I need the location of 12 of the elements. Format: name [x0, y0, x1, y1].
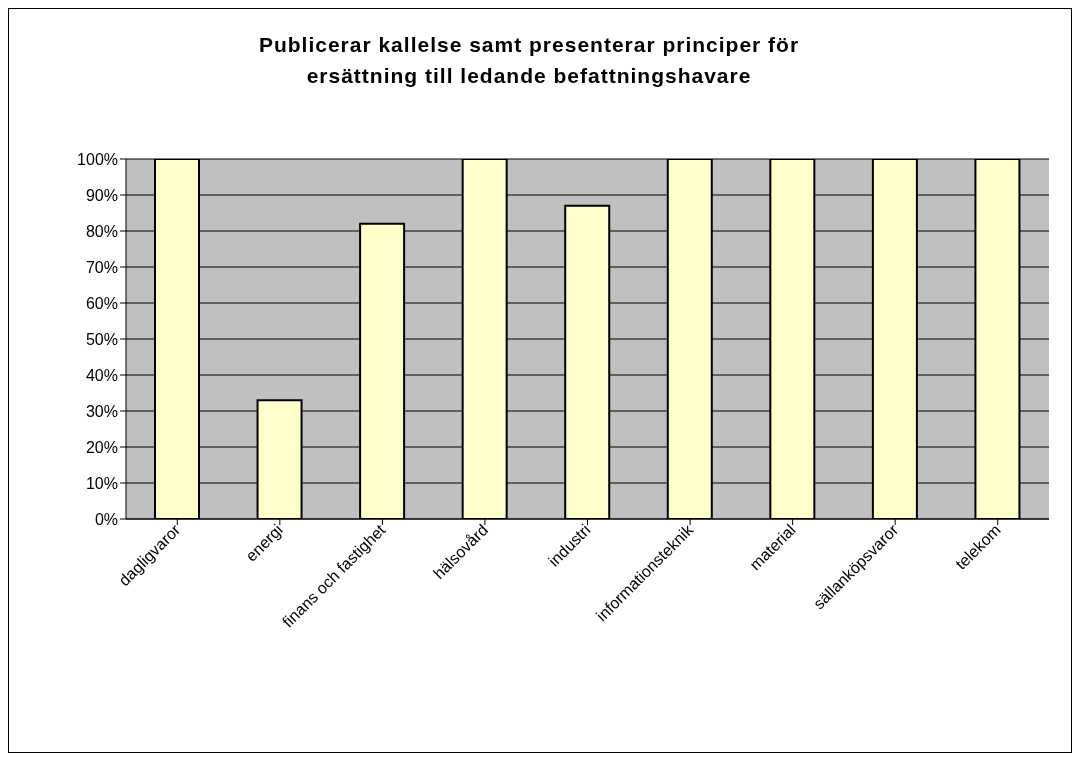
- y-tick-label: 30%: [85, 402, 118, 420]
- chart-title: Publicerar kallelse samt presenterar principer för ersättning till ledande befattningshavare: [257, 32, 801, 89]
- y-tick-label: 100%: [77, 150, 118, 168]
- y-tick-label: 50%: [85, 330, 118, 348]
- y-tick-label: 80%: [85, 222, 118, 240]
- y-tick-label: 90%: [85, 186, 118, 204]
- y-tick-label: 20%: [85, 438, 118, 456]
- y-tick-label: 70%: [85, 258, 118, 276]
- y-tick-label: 60%: [85, 294, 118, 312]
- y-tick-label: 40%: [85, 366, 118, 384]
- y-tick-label: 10%: [85, 474, 118, 492]
- y-tick-label: 0%: [94, 510, 118, 528]
